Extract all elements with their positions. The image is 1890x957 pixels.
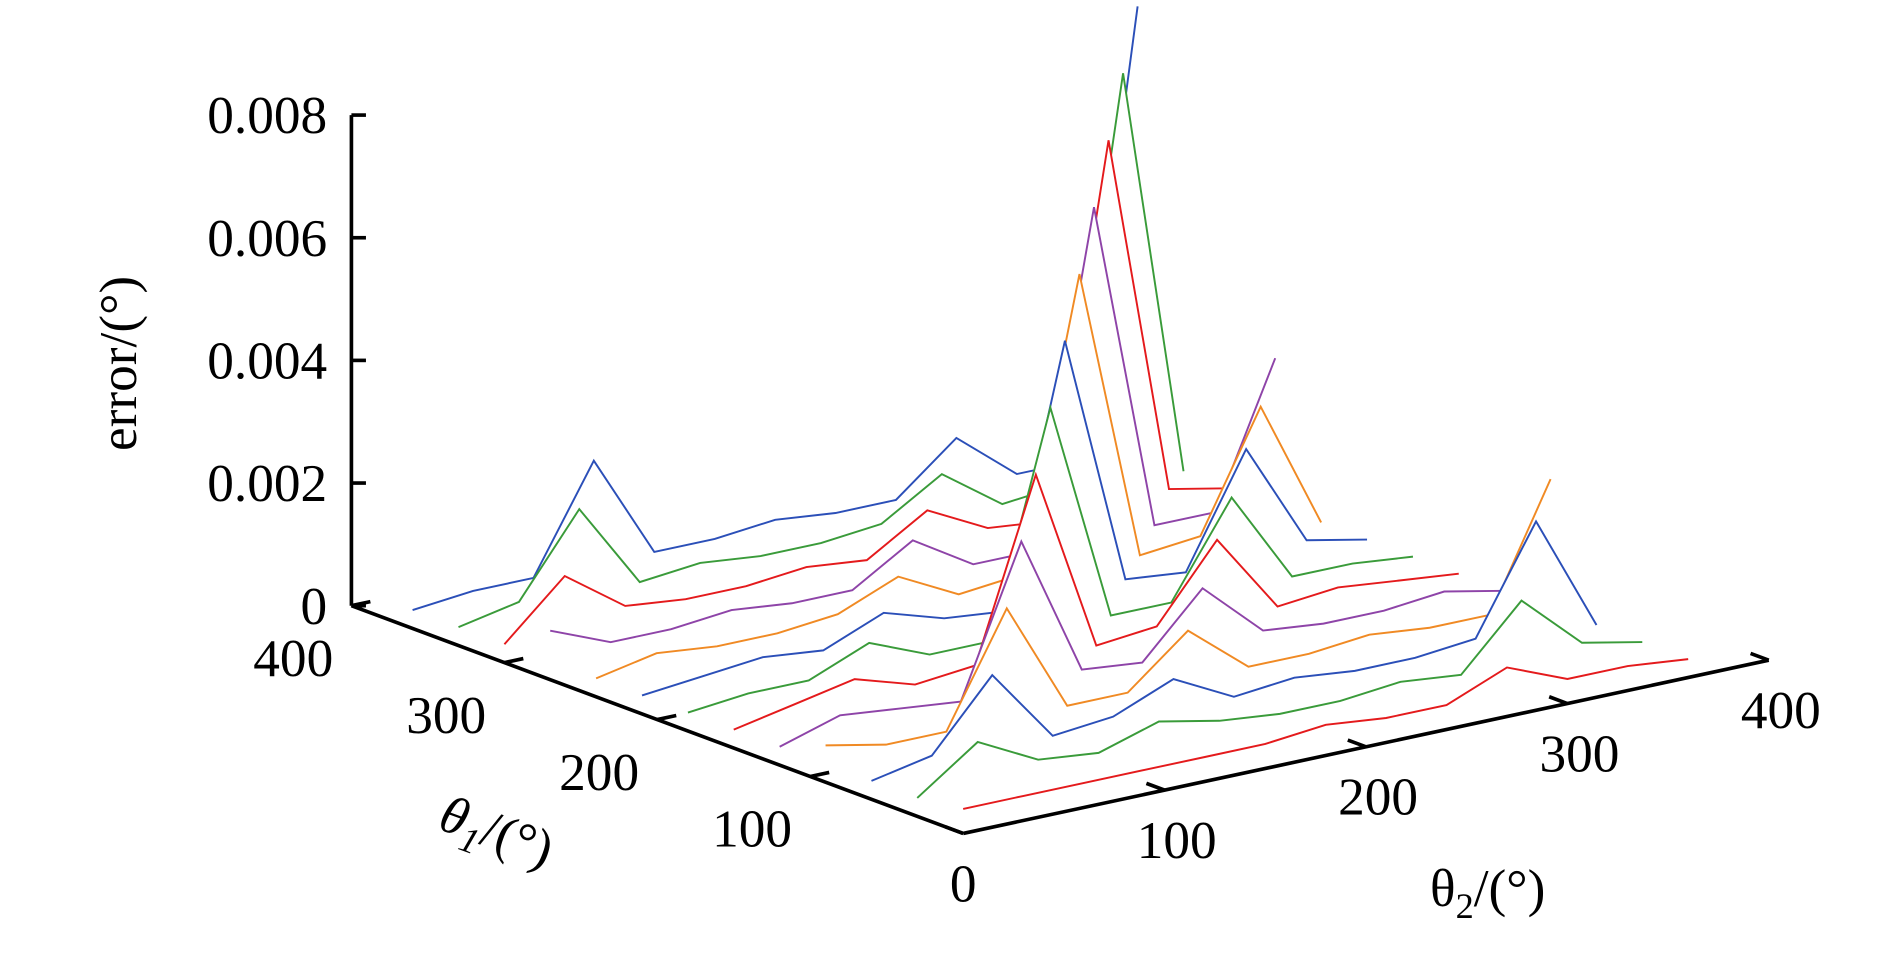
surface-fill <box>733 474 1459 749</box>
profile-line <box>595 273 1322 680</box>
profile-line <box>779 539 1505 748</box>
profile-line <box>962 658 1689 810</box>
x-label-symbol: θ <box>1430 859 1456 918</box>
x-axis-label: θ2/(°) <box>1430 859 1545 926</box>
y-tick <box>656 713 677 722</box>
y-tick <box>351 599 371 608</box>
profile-line <box>503 140 1230 645</box>
y-axis-label: θ1/(°) <box>429 784 561 887</box>
surface-fill <box>458 73 1184 646</box>
x-label-unit: /(°) <box>1474 859 1546 918</box>
z-axis-label: error/(°) <box>89 276 148 451</box>
surface-fill <box>963 659 1689 834</box>
y-tick-label: 300 <box>406 686 486 745</box>
x-tick-label: 200 <box>1338 768 1418 827</box>
y-label-unit: /(°) <box>474 799 561 879</box>
z-tick-label: 0.006 <box>207 209 327 268</box>
x-tick-label: 300 <box>1539 724 1619 783</box>
surface-fill <box>596 274 1322 697</box>
x-label-sub: 2 <box>1456 886 1474 926</box>
x-tick-label: 0 <box>950 854 977 913</box>
profile-line <box>733 471 1459 731</box>
x-tick <box>1548 695 1568 706</box>
profile-line <box>825 478 1552 747</box>
x-tick <box>944 824 964 836</box>
z-tick-label: 0.008 <box>207 86 327 145</box>
surface-fill <box>412 6 1138 629</box>
y-tick-label: 200 <box>559 743 639 802</box>
z-tick-label: 0 <box>301 577 328 636</box>
x-tick <box>1347 738 1367 749</box>
profile-line <box>871 519 1598 782</box>
x-tick-label: 400 <box>1741 681 1821 740</box>
profile-line <box>550 206 1277 644</box>
y-tick-label: 100 <box>712 800 792 859</box>
y-tick-label: 400 <box>253 629 333 688</box>
x-tick <box>1145 781 1166 792</box>
z-tick-label: 0.002 <box>207 454 327 513</box>
surface-fill <box>871 521 1597 800</box>
x-tick <box>1749 651 1770 662</box>
axes: 00.0020.0040.0060.0081002003004000100200… <box>207 86 1821 913</box>
profile-line <box>687 403 1414 714</box>
surface <box>412 6 1689 834</box>
x-tick-label: 100 <box>1137 811 1217 870</box>
surface-fill <box>917 600 1643 817</box>
z-tick-label: 0.004 <box>207 332 327 391</box>
y-tick <box>503 656 524 665</box>
profile-line <box>916 599 1643 799</box>
y-tick <box>809 770 830 779</box>
